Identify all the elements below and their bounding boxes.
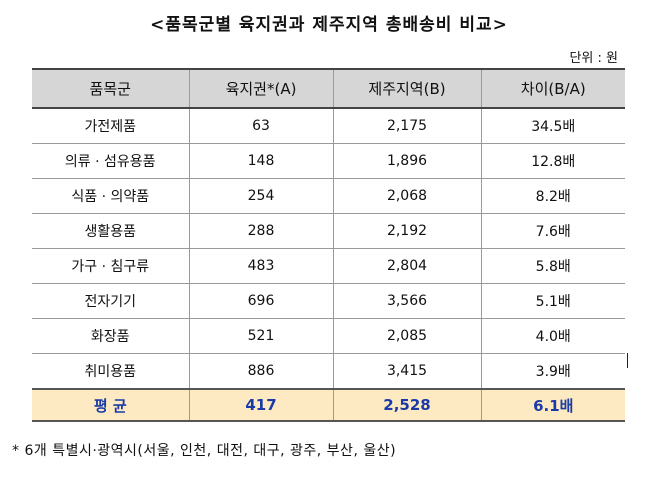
cell-ratio: 12.8배 bbox=[480, 143, 625, 179]
average-label: 평 균 bbox=[32, 388, 190, 422]
table-row: 가전제품 63 2,175 34.5배 bbox=[32, 107, 625, 144]
cell-ratio: 7.6배 bbox=[480, 213, 625, 249]
page-title: <품목군별 육지권과 제주지역 총배송비 비교> bbox=[150, 15, 508, 35]
cell-ratio: 3.9배 bbox=[480, 353, 625, 390]
table-row: 취미용품 886 3,415 3.9배 bbox=[32, 353, 625, 390]
cell-mainland: 483 bbox=[188, 248, 334, 284]
table-header-row: 품목군 육지권*(A) 제주지역(B) 차이(B/A) bbox=[32, 68, 625, 109]
average-ratio: 6.1배 bbox=[480, 388, 625, 422]
average-jeju: 2,528 bbox=[332, 388, 482, 422]
table-row: 전자기기 696 3,566 5.1배 bbox=[32, 283, 625, 319]
cell-jeju: 2,175 bbox=[332, 107, 482, 144]
table-row: 생활용품 288 2,192 7.6배 bbox=[32, 213, 625, 249]
table-row: 식품 · 의약품 254 2,068 8.2배 bbox=[32, 178, 625, 214]
comparison-table: 품목군 육지권*(A) 제주지역(B) 차이(B/A) 가전제품 63 2,17… bbox=[32, 68, 625, 422]
header-mainland: 육지권*(A) bbox=[188, 68, 334, 109]
cell-ratio: 5.8배 bbox=[480, 248, 625, 284]
cell-jeju: 2,085 bbox=[332, 318, 482, 354]
cell-jeju: 3,415 bbox=[332, 353, 482, 390]
cell-ratio: 34.5배 bbox=[480, 107, 625, 144]
cell-mainland: 148 bbox=[188, 143, 334, 179]
cell-category: 생활용품 bbox=[32, 213, 190, 249]
cell-jeju: 2,804 bbox=[332, 248, 482, 284]
cell-mainland: 254 bbox=[188, 178, 334, 214]
cell-category: 전자기기 bbox=[32, 283, 190, 319]
cell-jeju: 2,192 bbox=[332, 213, 482, 249]
cell-category: 의류 · 섬유용품 bbox=[32, 143, 190, 179]
cell-category: 가구 · 침구류 bbox=[32, 248, 190, 284]
table-row: 의류 · 섬유용품 148 1,896 12.8배 bbox=[32, 143, 625, 179]
cell-ratio: 5.1배 bbox=[480, 283, 625, 319]
cell-mainland: 288 bbox=[188, 213, 334, 249]
table-row: 화장품 521 2,085 4.0배 bbox=[32, 318, 625, 354]
unit-label: 단위 : 원 bbox=[569, 51, 618, 66]
cell-jeju: 2,068 bbox=[332, 178, 482, 214]
cell-ratio: 4.0배 bbox=[480, 318, 625, 354]
cell-mainland: 521 bbox=[188, 318, 334, 354]
average-mainland: 417 bbox=[188, 388, 334, 422]
header-category: 품목군 bbox=[32, 68, 190, 109]
header-jeju: 제주지역(B) bbox=[332, 68, 482, 109]
average-row: 평 균 417 2,528 6.1배 bbox=[32, 388, 625, 422]
cell-mainland: 886 bbox=[188, 353, 334, 390]
cell-mainland: 63 bbox=[188, 107, 334, 144]
text-cursor bbox=[627, 353, 628, 368]
cell-jeju: 3,566 bbox=[332, 283, 482, 319]
cell-jeju: 1,896 bbox=[332, 143, 482, 179]
header-ratio: 차이(B/A) bbox=[480, 68, 625, 109]
cell-category: 식품 · 의약품 bbox=[32, 178, 190, 214]
footnote: * 6개 특별시·광역시(서울, 인천, 대전, 대구, 광주, 부산, 울산) bbox=[12, 443, 397, 459]
table-row: 가구 · 침구류 483 2,804 5.8배 bbox=[32, 248, 625, 284]
cell-ratio: 8.2배 bbox=[480, 178, 625, 214]
cell-category: 취미용품 bbox=[32, 353, 190, 390]
cell-category: 가전제품 bbox=[32, 107, 190, 144]
cell-category: 화장품 bbox=[32, 318, 190, 354]
cell-mainland: 696 bbox=[188, 283, 334, 319]
